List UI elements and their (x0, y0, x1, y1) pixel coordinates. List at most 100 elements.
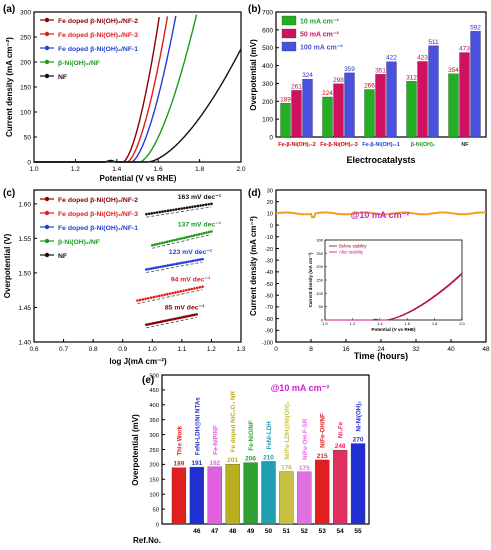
data-point (163, 264, 167, 268)
inset-y-tick-label: 150 (316, 278, 323, 283)
bar (322, 96, 333, 138)
data-point (145, 268, 148, 271)
data-point (201, 285, 204, 289)
data-point (178, 316, 182, 320)
data-point (159, 320, 163, 324)
data-point (198, 258, 202, 261)
data-point (166, 209, 170, 213)
data-point (147, 296, 150, 300)
legend-label: Fe doped β-Ni(OH)₂/NF-1 (58, 46, 138, 53)
legend-swatch (281, 41, 297, 52)
panel-c: (c) 1.40 1.45 1.50 1.55 1.60 0.6 0.7 0.8 0.9 1.0… (3, 188, 246, 366)
data-point (192, 234, 196, 237)
panel-b-legend: 10 mA cm⁻² 50 mA cm⁻² 100 mA cm⁻² (281, 15, 343, 52)
panel-e-y-label: Overpotential (mV) (131, 414, 140, 486)
panel-b-x-label: Electrocatalysts (346, 155, 415, 165)
panel-e-bars (171, 443, 366, 525)
bar (280, 103, 291, 138)
ref-number: 46 (193, 528, 201, 535)
panel-c-letter: (c) (3, 188, 15, 199)
series-line (34, 48, 242, 163)
bar-value-label: 511 (428, 39, 439, 46)
y-tick-label: 50 (24, 135, 32, 142)
legend-marker (44, 252, 50, 258)
inset-curve (325, 273, 463, 321)
bar-value-label: 206 (245, 456, 256, 463)
data-point (195, 313, 198, 316)
x-tick-label: 0.8 (89, 346, 98, 353)
legend-marker (44, 196, 50, 202)
data-point (194, 259, 197, 262)
legend-marker (44, 45, 50, 51)
data-point (182, 315, 186, 319)
bar-value-label: 176 (281, 465, 292, 472)
panel-a-legend: Fe doped β-Ni(OH)₂/NF-2 Fe doped β-Ni(OH)… (40, 17, 138, 81)
data-point (163, 293, 166, 297)
x-tick-label: 0.6 (29, 346, 38, 353)
panel-b-categories: Fe-β-Ni(OH)₂-2 Fe-β-Ni(OH)₂-3 Fe-β-Ni(OH)₂… (278, 142, 469, 148)
bar (297, 471, 312, 525)
data-point (147, 212, 151, 216)
data-point (175, 238, 179, 241)
x-tick-label: 1.0 (29, 166, 38, 173)
y-tick-label: 250 (20, 35, 31, 42)
y-tick-label: 500 (262, 45, 273, 52)
data-point (172, 317, 175, 321)
panel-e-bar-text: 189 This Work 191 FeNi-LDH@Ni NTAs 192 Fe-NiP… (174, 391, 364, 472)
y-tick-label: 50 (153, 507, 159, 513)
ref-number: 47 (211, 528, 219, 535)
category-label: NF (461, 142, 469, 148)
inset-x-tick-label: 1.8 (432, 321, 438, 326)
bar (364, 89, 375, 138)
data-point (174, 291, 177, 294)
data-point (176, 316, 180, 320)
ref-number: 51 (283, 528, 291, 535)
ref-number: 55 (354, 528, 362, 535)
data-point (183, 206, 186, 210)
data-point (153, 243, 157, 246)
inset-y-tick-label: 50 (319, 304, 324, 309)
legend-swatch (281, 15, 297, 26)
y-tick-label: -80 (265, 317, 273, 323)
data-point (170, 263, 174, 267)
data-point (150, 243, 154, 247)
legend-label: NF (58, 253, 67, 260)
bar-material-label: Ni/Fe-LDH@Ni(OH)₂ (284, 401, 291, 460)
panel-a-y-ticks: 0 50 100 150 200 250 300 (20, 10, 37, 167)
bar-value-label: 189 (280, 96, 291, 103)
ref-number: 48 (229, 528, 237, 535)
data-point (189, 314, 192, 317)
data-point (195, 233, 198, 237)
data-point (168, 239, 171, 243)
bar-value-label: 191 (191, 460, 202, 467)
y-tick-label: 1.50 (18, 270, 31, 277)
y-tick-label: 1.40 (18, 340, 31, 347)
legend-label: Fe doped β-Ni(OH)₂/NF-3 (58, 32, 138, 39)
category-label: Fe-β-Ni(OH)₂-2 (278, 142, 315, 148)
fit-line (137, 289, 203, 304)
y-tick-label: -20 (265, 247, 273, 253)
data-point (156, 265, 160, 269)
data-point (172, 208, 175, 212)
category-label: Fe-β-Ni(OH)₂-3 (320, 142, 357, 148)
inset-x-tick-label: 2.0 (459, 321, 465, 326)
data-point (183, 236, 186, 240)
y-tick-label: -70 (265, 305, 273, 311)
y-tick-label: 1.60 (18, 201, 31, 208)
data-point (210, 202, 213, 206)
inset-y-tick-label: 300 (316, 238, 323, 243)
data-point (155, 295, 158, 298)
bar (470, 31, 481, 138)
y-tick-label: 250 (149, 448, 159, 454)
y-tick-label: 200 (149, 463, 159, 469)
panel-a-series (34, 14, 242, 163)
data-point (191, 205, 194, 209)
panel-d-series (275, 211, 487, 219)
y-tick-label: -100 (262, 340, 273, 346)
bar (189, 466, 204, 525)
tafel-slope-label: 163 mV dec⁻¹ (178, 194, 222, 201)
data-point (149, 296, 153, 299)
bar-material-label: NiFe-OH/NF (320, 413, 327, 448)
bar (344, 72, 355, 138)
